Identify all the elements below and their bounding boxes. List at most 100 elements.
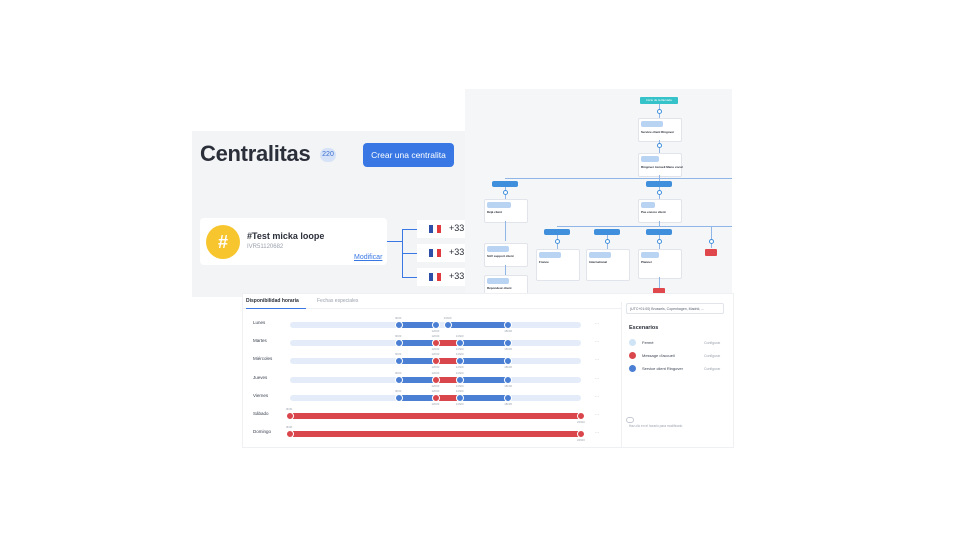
day-timeline[interactable]: 9h00 12h00 12h00 14h00 14h00 18h00 — [290, 389, 581, 406]
row-menu-icon[interactable]: ... — [595, 411, 600, 417]
time-segment[interactable] — [459, 358, 509, 365]
row-menu-icon[interactable]: ... — [595, 338, 600, 345]
row-menu-icon[interactable]: ... — [595, 320, 600, 326]
add-step-icon[interactable] — [503, 190, 508, 195]
call-start-node[interactable]: Inicio de la llamada — [640, 97, 678, 104]
time-segment[interactable] — [399, 376, 436, 383]
hangup-node[interactable] — [653, 288, 665, 293]
time-handle[interactable] — [431, 339, 440, 348]
scenario-item[interactable]: Message d'accueil Configurar — [629, 352, 729, 360]
phone-number: +33 — [449, 223, 465, 233]
centralita-card[interactable]: # #Test micka loope IVR51120682 Modifica… — [200, 218, 387, 265]
flow-node[interactable]: Ringover Accueil Menu vocal — [638, 153, 683, 177]
branch-chip[interactable] — [646, 181, 672, 187]
row-menu-icon[interactable]: ... — [595, 392, 600, 399]
tab-availability[interactable]: Disponibilidad horaria — [246, 298, 299, 304]
branch-chip[interactable] — [594, 229, 620, 235]
configure-link[interactable]: Configurar — [704, 353, 721, 358]
add-step-icon[interactable] — [605, 239, 610, 244]
time-handle[interactable] — [504, 393, 513, 402]
flow-node[interactable]: Déjà client — [484, 199, 528, 223]
flow-node[interactable]: Répondeur client — [484, 275, 528, 293]
flow-node[interactable]: France — [536, 249, 580, 281]
add-step-icon[interactable] — [555, 239, 560, 244]
time-handle[interactable] — [455, 375, 464, 384]
row-menu-icon[interactable]: ... — [595, 374, 600, 381]
time-handle[interactable] — [455, 393, 464, 402]
flow-node[interactable]: Pas encore client — [638, 199, 682, 223]
time-handle[interactable] — [431, 357, 440, 366]
branch-chip[interactable] — [492, 181, 518, 187]
configure-link[interactable]: Configurar — [704, 340, 721, 345]
time-handle[interactable] — [431, 375, 440, 384]
time-handle[interactable] — [455, 339, 464, 348]
time-handle[interactable] — [286, 412, 294, 420]
add-step-icon[interactable] — [657, 109, 662, 114]
timezone-select[interactable]: (UTC+01:00) Brussels, Copenhagen, Madrid… — [626, 303, 724, 314]
time-label: 9h00 — [395, 370, 402, 375]
tab-special-dates[interactable]: Fechas especiales — [317, 298, 359, 304]
time-handle[interactable] — [395, 375, 404, 384]
time-segment[interactable] — [399, 394, 436, 401]
time-segment[interactable] — [459, 340, 509, 347]
time-segment[interactable] — [435, 376, 460, 383]
add-step-icon[interactable] — [657, 143, 662, 148]
modify-link[interactable]: Modificar — [354, 254, 383, 261]
time-segment[interactable] — [290, 413, 581, 419]
time-segment[interactable] — [290, 431, 581, 438]
time-handle[interactable] — [504, 375, 513, 384]
add-step-icon[interactable] — [657, 239, 662, 244]
branch-chip[interactable] — [646, 229, 672, 235]
create-centralita-button[interactable]: Crear una centralita — [363, 143, 454, 167]
phone-number-row[interactable]: +33 — [417, 220, 466, 238]
day-timeline[interactable]: 9h00 12h00 12h00 14h00 14h00 18h00 — [290, 352, 581, 369]
time-handle[interactable] — [395, 339, 404, 348]
time-handle[interactable] — [431, 321, 440, 329]
time-handle[interactable] — [504, 357, 513, 366]
time-handle[interactable] — [395, 321, 404, 329]
time-segment[interactable] — [459, 376, 509, 383]
time-handle[interactable] — [286, 430, 294, 439]
time-segment[interactable] — [459, 394, 509, 401]
day-timeline[interactable]: 9h00 12h00 12h00 14h00 14h00 18h00 — [290, 371, 581, 388]
time-segment[interactable] — [447, 322, 509, 328]
time-handle[interactable] — [431, 393, 440, 402]
time-segment[interactable] — [435, 394, 460, 401]
day-timeline[interactable]: 9h00 12h00 12h00 14h00 14h00 18h00 — [290, 334, 581, 351]
branch-chip[interactable] — [544, 229, 570, 235]
time-label: 18h00 — [504, 401, 513, 406]
time-segment[interactable] — [399, 358, 436, 365]
time-segment[interactable] — [399, 322, 436, 328]
day-timeline[interactable]: 0h00 24h00 — [286, 425, 585, 442]
time-handle[interactable] — [504, 321, 513, 329]
day-timeline[interactable]: 0h00 24h00 — [286, 407, 585, 424]
row-menu-icon[interactable]: ... — [595, 429, 600, 436]
flow-node[interactable]: Planner — [638, 249, 682, 279]
day-label: Domingo — [253, 429, 272, 435]
flow-node[interactable]: International — [586, 249, 630, 281]
scenario-item[interactable]: Fermé Configurar — [629, 339, 729, 347]
time-label: 12h00 — [431, 388, 440, 393]
time-handle[interactable] — [395, 357, 404, 366]
time-handle[interactable] — [443, 321, 452, 329]
flow-node[interactable]: Service client Ringover — [638, 118, 682, 142]
time-handle[interactable] — [455, 357, 464, 366]
phone-number-row[interactable]: +33 — [417, 244, 466, 262]
add-step-icon[interactable] — [709, 239, 714, 244]
time-label: 18h00 — [504, 329, 513, 333]
time-segment[interactable] — [435, 358, 460, 365]
day-timeline[interactable]: 9h00 12h00 13h00 18h00 — [290, 316, 581, 333]
flow-node[interactable]: SAV support client — [484, 243, 528, 267]
hangup-node[interactable] — [705, 249, 717, 256]
configure-link[interactable]: Configurar — [704, 366, 721, 371]
time-handle[interactable] — [577, 430, 585, 439]
scenario-item[interactable]: Service client Ringover Configurar — [629, 365, 729, 373]
row-menu-icon[interactable]: ... — [595, 356, 600, 363]
add-step-icon[interactable] — [657, 190, 662, 195]
time-segment[interactable] — [399, 340, 436, 347]
time-segment[interactable] — [435, 340, 460, 347]
phone-number-row[interactable]: +33 — [417, 268, 466, 286]
time-handle[interactable] — [577, 412, 585, 420]
time-handle[interactable] — [504, 339, 513, 348]
time-handle[interactable] — [395, 393, 404, 402]
